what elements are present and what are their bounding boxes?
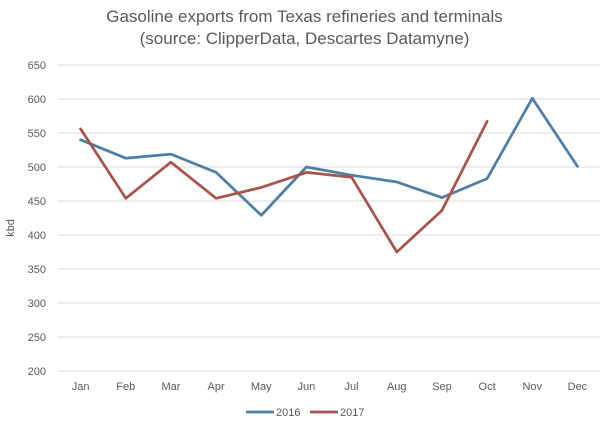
data-point-2016 — [214, 171, 218, 174]
x-tick-label: Sep — [432, 381, 452, 393]
x-axis-ticks: Jan Feb Mar Apr May Jun Jul Aug Sep Oct Nov Dec — [72, 381, 588, 393]
data-point-2016 — [260, 214, 263, 217]
data-point-2017 — [169, 161, 173, 164]
legend: 2016 2017 — [246, 407, 364, 419]
data-point-2016 — [395, 180, 398, 184]
x-tick-label: Aug — [387, 381, 407, 393]
y-tick-label: 600 — [28, 94, 46, 106]
y-axis-ticks: 200 250 300 350 400 450 500 550 600 650 — [28, 60, 46, 378]
data-point-2017 — [395, 250, 398, 254]
y-tick-label: 450 — [28, 196, 46, 208]
series-line-2017 — [79, 120, 489, 254]
data-point-2017 — [305, 171, 308, 174]
series-lines — [79, 96, 579, 254]
data-point-2017 — [214, 197, 218, 200]
chart-title: Gasoline exports from Texas refineries a… — [0, 6, 609, 50]
y-tick-label: 650 — [28, 60, 46, 72]
x-tick-label: Mar — [161, 381, 180, 393]
data-point-2016 — [305, 165, 308, 169]
data-point-2017 — [350, 176, 353, 179]
gridlines — [58, 64, 600, 372]
x-tick-label: Dec — [568, 381, 588, 393]
data-point-2017 — [124, 197, 127, 200]
data-point-2016 — [79, 138, 82, 141]
y-tick-label: 500 — [28, 162, 46, 174]
data-point-2017 — [440, 209, 444, 212]
data-point-2016 — [576, 165, 579, 168]
chart-title-line-2: (source: ClipperData, Descartes Datamyne… — [139, 29, 470, 48]
data-point-2017 — [260, 186, 263, 189]
data-point-2016 — [485, 177, 489, 180]
y-tick-label: 550 — [28, 128, 46, 140]
x-tick-label: Feb — [116, 381, 135, 393]
series-line-2016 — [79, 96, 579, 217]
y-tick-label: 300 — [28, 298, 46, 310]
data-point-2016 — [169, 152, 173, 156]
y-tick-label: 200 — [28, 366, 46, 378]
x-tick-label: Nov — [522, 381, 542, 393]
data-point-2017 — [79, 127, 82, 131]
x-tick-label: Oct — [479, 381, 496, 393]
y-tick-label: 350 — [28, 264, 46, 276]
x-tick-label: Jun — [298, 381, 316, 393]
y-tick-label: 400 — [28, 230, 46, 242]
x-tick-label: May — [251, 381, 272, 393]
y-axis-label: kbd — [5, 219, 17, 237]
y-tick-label: 250 — [28, 332, 46, 344]
x-tick-label: Jan — [72, 381, 90, 393]
data-point-2016 — [531, 97, 534, 100]
x-tick-label: Apr — [208, 381, 225, 393]
chart-title-line-1: Gasoline exports from Texas refineries a… — [106, 7, 503, 26]
data-point-2016 — [124, 156, 127, 160]
legend-label-2017: 2017 — [340, 407, 364, 419]
legend-label-2016: 2016 — [276, 407, 300, 419]
data-point-2016 — [440, 196, 444, 199]
x-tick-label: Jul — [345, 381, 359, 393]
data-point-2017 — [485, 120, 489, 123]
